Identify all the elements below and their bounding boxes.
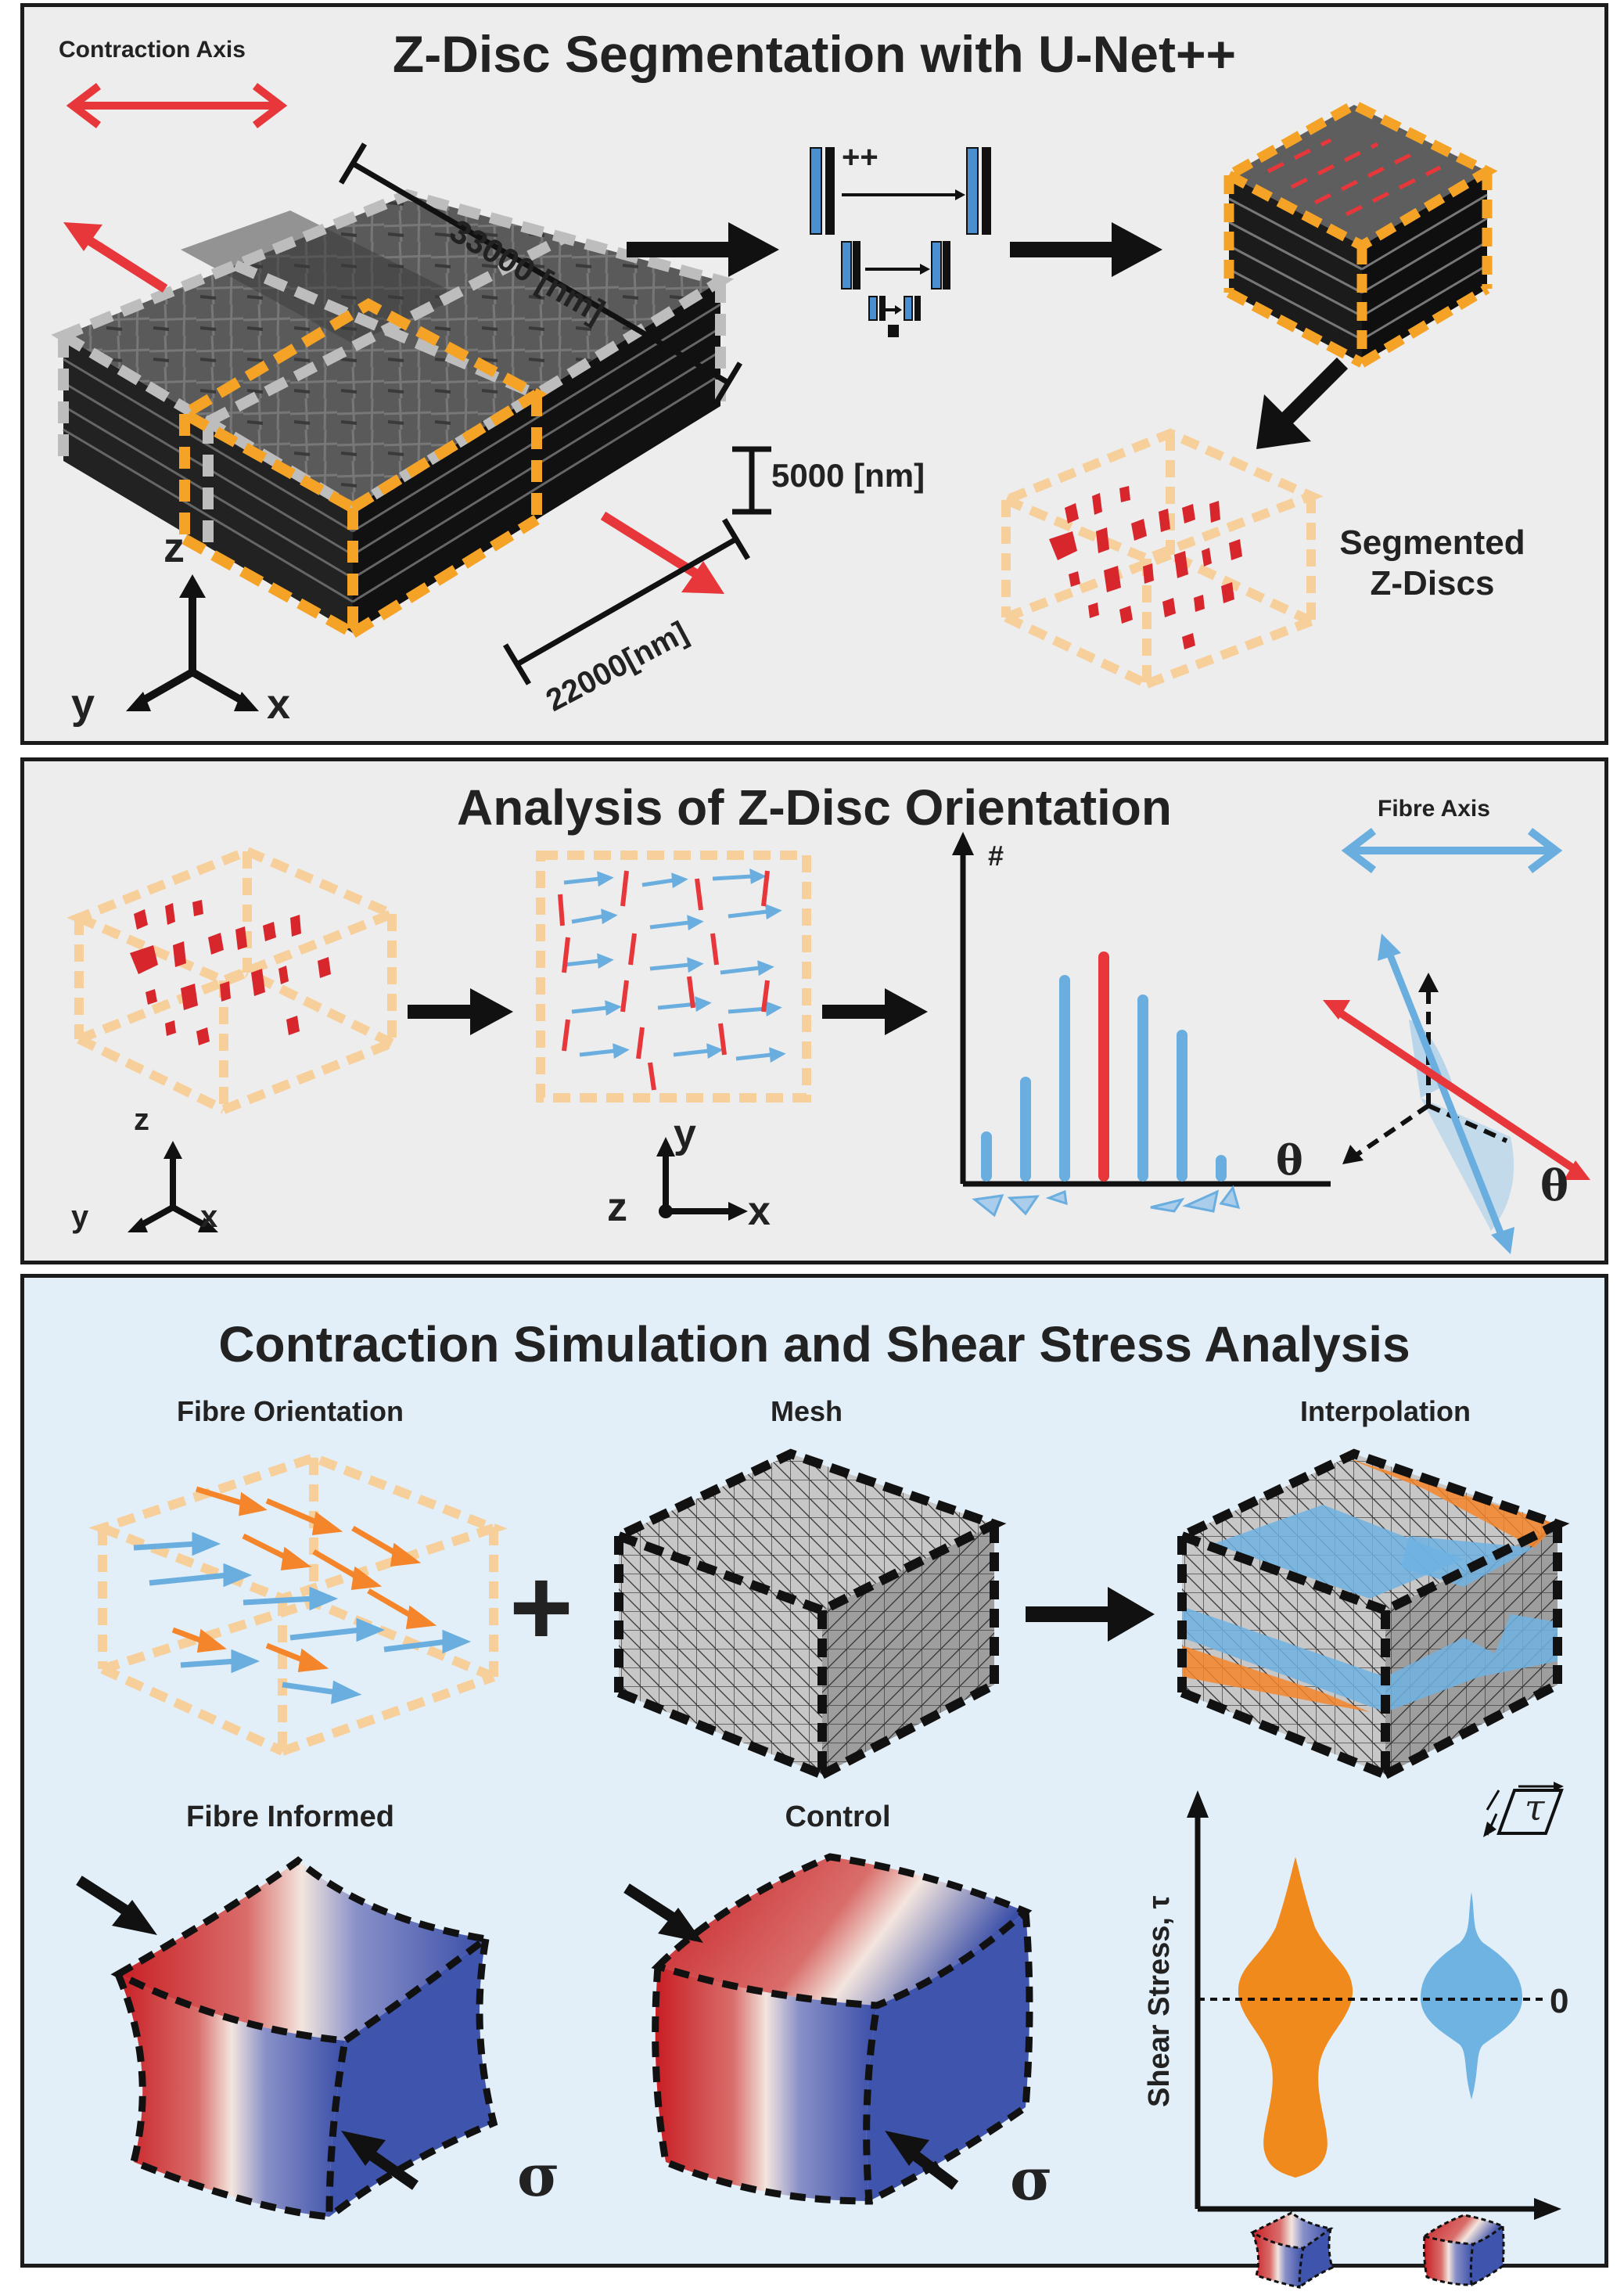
xyz-axes-icon (126, 574, 259, 711)
unet-icon (810, 147, 991, 337)
mesh-cube (606, 1448, 1007, 1779)
contraction-red-arrow-icon (63, 222, 168, 293)
shear-stress-axis-label: Shear Stress, τ (1143, 1895, 1176, 2107)
right-arrow-icon (408, 988, 513, 1035)
down-left-arrow-icon (1256, 357, 1349, 449)
fibre-informed-label: Fibre Informed (185, 1800, 395, 1833)
orientation-panel: Analysis of Z-Disc Orientation Fibre Axi… (20, 757, 1608, 1264)
angle-theta-label: θ (1540, 1160, 1569, 1210)
segmented-zdiscs-label-line2: Z-Discs (1370, 564, 1495, 603)
sigma-label-fibre: σ (517, 2142, 560, 2210)
unet-plus-label: ++ (842, 140, 878, 174)
right-arrow-icon (1026, 1587, 1155, 1642)
fibre-orientation-label: Fibre Orientation (176, 1395, 404, 1427)
xyz-axes-icon (128, 1141, 218, 1232)
tau-symbol: τ (1525, 1786, 1545, 1829)
control-thumbnail (1421, 2214, 1505, 2286)
axis-x-label: x (748, 1189, 771, 1234)
fibre-informed-deformed-block (76, 1856, 498, 2221)
mesh-label: Mesh (770, 1395, 843, 1427)
axis-x-label: x (200, 1200, 218, 1234)
histogram-count-label: # (988, 840, 1004, 872)
interpolation-label: Interpolation (1300, 1395, 1471, 1427)
dimension-height-label: 5000 [nm] (771, 457, 925, 494)
contraction-axis-double-arrow-icon (66, 83, 288, 128)
right-arrow-icon (1010, 222, 1162, 277)
segmentation-panel: Z-Disc Segmentation with U-Net++ Contrac… (20, 3, 1608, 745)
fibre-axis-label: Fibre Axis (1378, 796, 1490, 822)
axis-y-label: y (71, 681, 95, 728)
cropped-cube (1218, 99, 1498, 368)
interpolation-cube (1169, 1448, 1570, 1779)
segmented-zdiscs-label-line1: Segmented (1339, 523, 1525, 562)
fibre-orientation-volume (88, 1452, 508, 1756)
projected-zdisc-plane (536, 851, 811, 1103)
control-deformed-block (623, 1853, 1033, 2205)
contraction-red-arrow-icon (600, 511, 724, 594)
shear-stress-violin-plot (1187, 1790, 1561, 2220)
segmented-zdisc-volume (66, 846, 404, 1114)
panel-title-segmentation: Z-Disc Segmentation with U-Net++ (392, 25, 1237, 83)
simulation-panel: Contraction Simulation and Shear Stress … (20, 1274, 1608, 2289)
contraction-axis-label: Contraction Axis (59, 37, 246, 63)
dimension-line-width (502, 518, 751, 685)
axis-z-label: z (134, 1103, 149, 1137)
axis-z-label: z (607, 1185, 627, 1230)
axis-x-label: x (267, 681, 291, 728)
fibre-axis-double-arrow-icon (1341, 828, 1563, 873)
panel-title-simulation: Contraction Simulation and Shear Stress … (218, 1316, 1410, 1372)
dimension-line-height (732, 446, 771, 515)
sigma-label-control: σ (1010, 2146, 1053, 2214)
right-arrow-icon (822, 988, 928, 1035)
xy-axes-icon (656, 1137, 748, 1221)
axis-y-label: y (674, 1111, 696, 1156)
panel-title-orientation: Analysis of Z-Disc Orientation (457, 779, 1172, 836)
segmented-zdisc-volume (993, 428, 1324, 689)
zero-line-label: 0 (1550, 1982, 1569, 2020)
axis-z-label: z (163, 524, 185, 571)
em-volume-block (51, 189, 735, 638)
axis-y-label: y (71, 1200, 89, 1234)
shear-tau-icon (1483, 1782, 1564, 1837)
dimension-line-length (338, 142, 743, 404)
right-arrow-icon (627, 222, 779, 277)
histogram-theta-label: θ (1276, 1137, 1303, 1185)
orientation-histogram (952, 832, 1331, 1218)
fibre-informed-thumbnail (1249, 2211, 1334, 2289)
plus-sign: + (509, 1545, 573, 1668)
control-label: Control (785, 1800, 891, 1833)
angle-schematic (1323, 933, 1590, 1254)
